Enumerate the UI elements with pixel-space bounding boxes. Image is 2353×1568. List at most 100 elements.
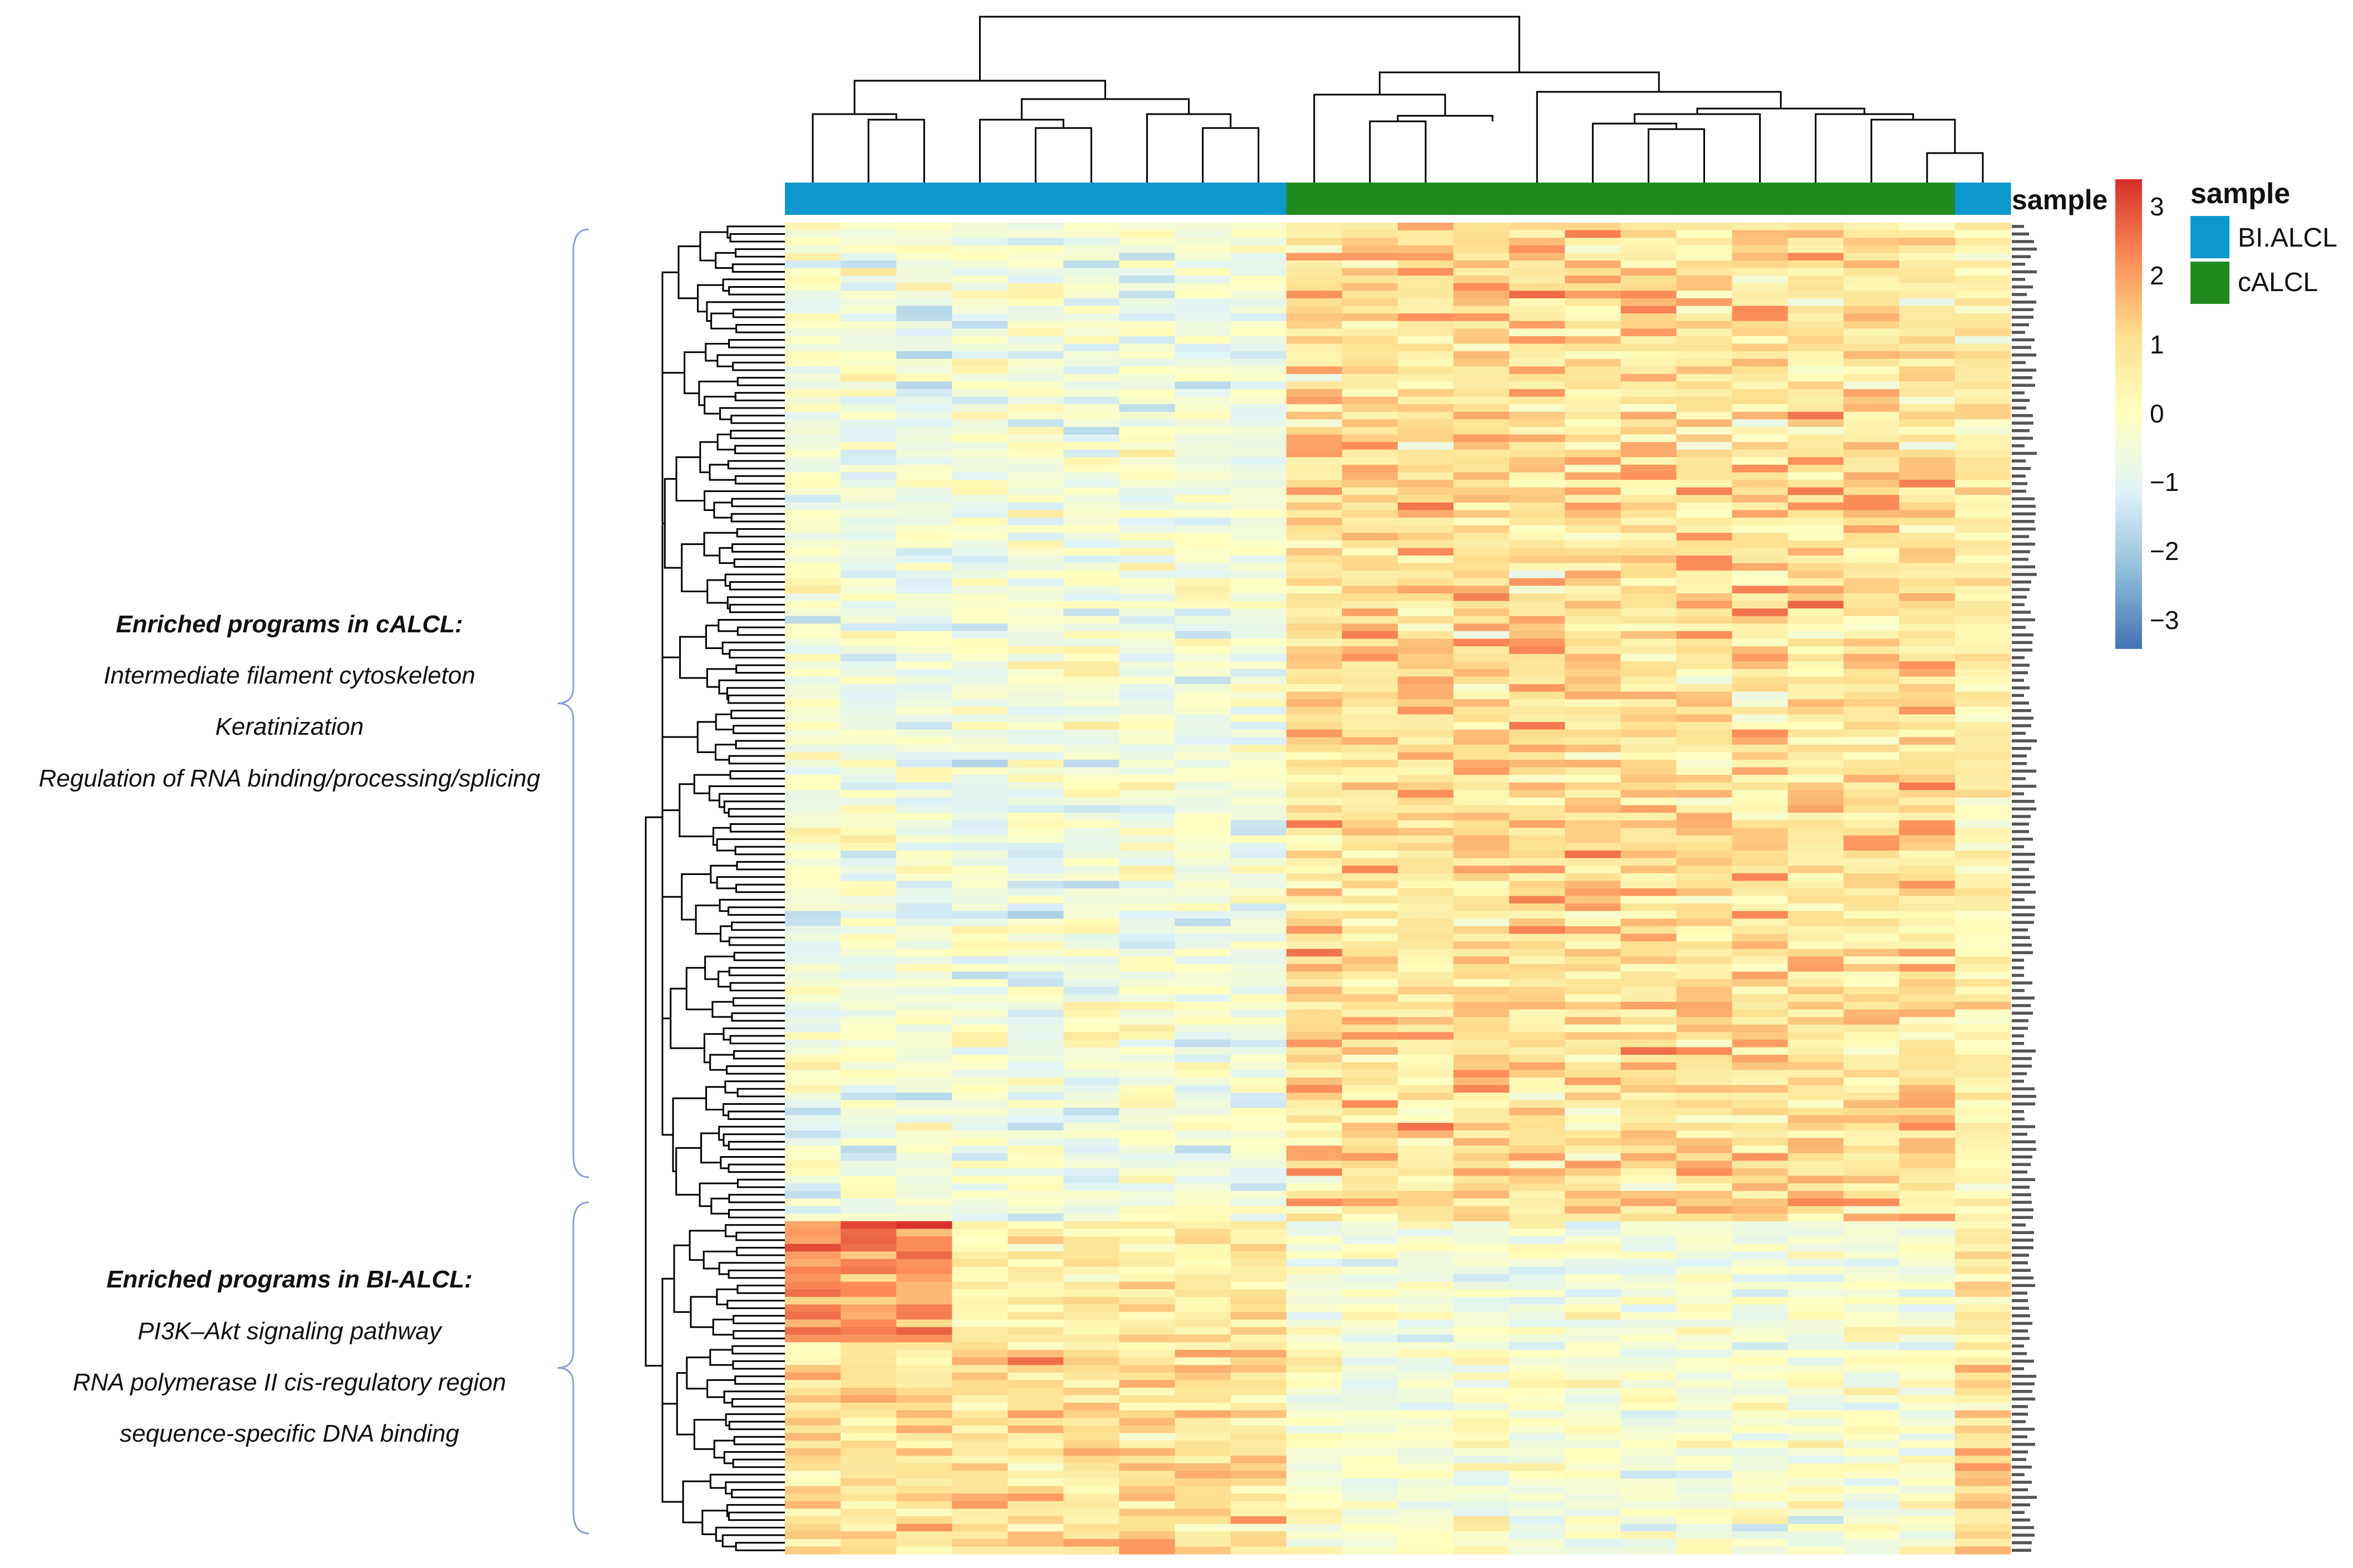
heatmap-cell [1175, 1161, 1231, 1169]
heatmap-cell [1509, 1327, 1565, 1335]
gene-label [2012, 1503, 2030, 1507]
heatmap-cell [1732, 1463, 1789, 1472]
heatmap-cell [1509, 948, 1565, 957]
heatmap-cell [1008, 1138, 1064, 1146]
heatmap-cell [952, 1516, 1008, 1525]
heatmap-cell [1453, 684, 1510, 692]
heatmap-cell [1843, 1448, 1900, 1456]
heatmap-cell [1230, 1395, 1287, 1403]
heatmap-cell [1732, 510, 1789, 518]
heatmap-cell [952, 684, 1008, 692]
color-scale-step [2115, 222, 2142, 227]
heatmap-cell [1398, 759, 1454, 768]
heatmap-cell [1453, 1546, 1510, 1555]
heatmap-cell [785, 1017, 841, 1025]
heatmap-cell [1453, 1055, 1510, 1063]
heatmap-cell [1342, 911, 1398, 919]
heatmap-cell [1899, 858, 1956, 866]
heatmap-cell [1732, 616, 1789, 624]
heatmap-cell [1175, 276, 1231, 284]
heatmap-cell [785, 457, 841, 465]
heatmap-cell [1230, 1039, 1287, 1048]
heatmap-cell [1175, 373, 1231, 382]
row-dendro-branch [730, 415, 785, 424]
row-dendro-branch [670, 987, 705, 1049]
gene-label [2012, 1428, 2035, 1431]
color-scale-step [2115, 512, 2142, 516]
heatmap-cell [1063, 351, 1120, 360]
heatmap-cell [1342, 737, 1398, 745]
heatmap-cell [952, 223, 1008, 231]
heatmap-cell [1676, 881, 1733, 889]
heatmap-cell [1230, 336, 1287, 345]
gene-label [2012, 1321, 2032, 1325]
color-scale-step [2115, 519, 2142, 524]
heatmap-cell [1286, 1266, 1343, 1275]
heatmap-cell [841, 419, 897, 427]
heatmap-cell [1398, 790, 1454, 798]
heatmap-cell [1119, 419, 1176, 427]
heatmap-cell [952, 1546, 1008, 1555]
heatmap-cell [1063, 389, 1120, 397]
heatmap-cell [1008, 540, 1064, 549]
heatmap-cell [1230, 1183, 1287, 1192]
heatmap-cell [1175, 979, 1231, 987]
heatmap-cell [1453, 556, 1510, 564]
heatmap-cell [896, 571, 952, 579]
heatmap-cell [1453, 533, 1510, 541]
heatmap-cell [1787, 1281, 1844, 1290]
heatmap-cell [1453, 381, 1510, 390]
heatmap-cell [1620, 782, 1677, 790]
heatmap-cell [1509, 1410, 1565, 1418]
heatmap-cell [1565, 623, 1621, 632]
heatmap-cell [841, 1281, 897, 1290]
dendro-branch [1870, 119, 1956, 183]
heatmap-cell [1119, 1266, 1176, 1275]
legend-swatch [2190, 216, 2229, 258]
heatmap-cell [1342, 411, 1398, 420]
heatmap-cell [1119, 556, 1176, 564]
row-dendro-branch [731, 1488, 785, 1498]
heatmap-cell [1676, 313, 1733, 322]
gene-label [2012, 489, 2026, 493]
heatmap-cell [1398, 616, 1454, 624]
heatmap-cell [1063, 828, 1120, 836]
heatmap-cell [1787, 1092, 1844, 1101]
heatmap-cell [1787, 1410, 1844, 1418]
heatmap-cell [1509, 1236, 1565, 1245]
heatmap-cell [896, 343, 952, 352]
heatmap-cell [1565, 835, 1621, 844]
heatmap-cell [1620, 1350, 1677, 1358]
heatmap-cell [1398, 948, 1454, 957]
heatmap-cell [1286, 903, 1343, 912]
heatmap-cell [1008, 1243, 1064, 1252]
heatmap-cell [1954, 676, 2011, 685]
heatmap-cell [1342, 1236, 1398, 1245]
heatmap-cell [785, 1123, 841, 1131]
heatmap-cell [1008, 699, 1064, 707]
heatmap-cell [896, 457, 952, 465]
heatmap-cell [896, 1009, 952, 1018]
heatmap-cell [1453, 1077, 1510, 1085]
heatmap-cell [1509, 1538, 1565, 1547]
heatmap-cell [1732, 737, 1789, 745]
color-scale-step [2115, 582, 2142, 587]
row-dendro-branch [734, 846, 785, 856]
heatmap-cell [1286, 813, 1343, 821]
gene-label [2012, 1246, 2033, 1250]
dendro-branch [1202, 127, 1260, 183]
heatmap-cell [1732, 873, 1789, 882]
heatmap-cell [1398, 752, 1454, 760]
heatmap-cell [952, 518, 1008, 526]
heatmap-cell [1509, 669, 1565, 677]
heatmap-cell [1899, 442, 1956, 450]
heatmap-cell [1342, 1418, 1398, 1426]
heatmap-cell [1175, 1508, 1231, 1517]
heatmap-cell [1286, 593, 1343, 602]
gene-label [2012, 1435, 2027, 1438]
heatmap-cell [1676, 1456, 1733, 1464]
row-dendro-branch [706, 1379, 735, 1398]
heatmap-cell [896, 1380, 952, 1388]
heatmap-cell [896, 480, 952, 488]
heatmap-cell [1230, 699, 1287, 707]
